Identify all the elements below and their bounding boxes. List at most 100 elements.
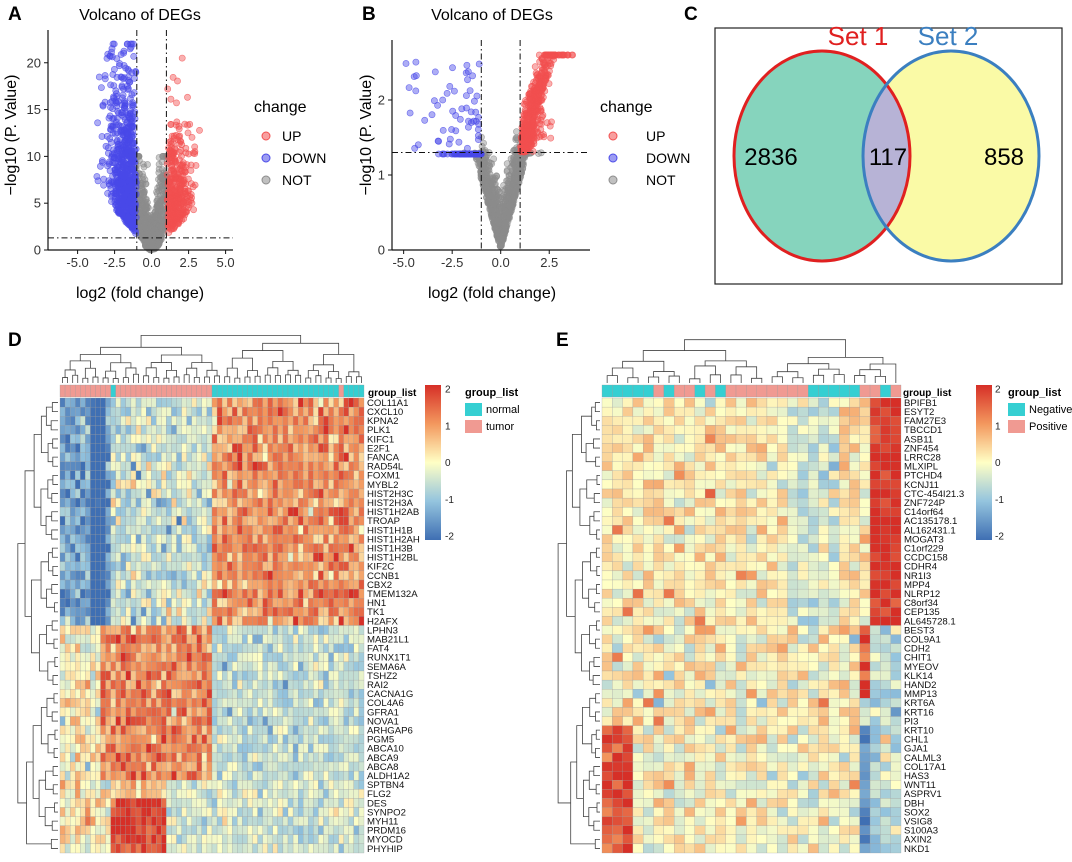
heatmap-cell bbox=[242, 398, 247, 407]
heatmap-cell bbox=[197, 544, 202, 553]
heatmap-cell bbox=[151, 444, 156, 453]
heatmap-cell bbox=[344, 471, 349, 480]
heatmap-cell bbox=[329, 516, 334, 525]
volcano-b-points bbox=[403, 52, 576, 250]
heatmap-cell bbox=[161, 553, 166, 562]
heatmap-cell bbox=[232, 398, 237, 407]
heatmap-cell bbox=[192, 507, 197, 516]
volcano-point-down bbox=[127, 194, 133, 200]
heatmap-cell bbox=[131, 462, 136, 471]
heatmap-cell bbox=[106, 425, 111, 434]
volcano-point-not bbox=[140, 202, 146, 208]
heatmap-cell bbox=[197, 444, 202, 453]
volcano-point-down bbox=[108, 127, 114, 133]
heatmap-cell bbox=[222, 434, 227, 443]
heatmap-cell bbox=[202, 471, 207, 480]
heatmap-cell bbox=[156, 471, 161, 480]
heatmap-cell bbox=[161, 471, 166, 480]
heatmap-cell bbox=[136, 525, 141, 534]
group-bar-cell bbox=[101, 385, 106, 397]
heatmap-cell bbox=[303, 562, 308, 571]
heatmap-cell bbox=[65, 544, 70, 553]
heatmap-cell bbox=[344, 416, 349, 425]
heatmap-cell bbox=[207, 434, 212, 443]
dendrogram-branch bbox=[232, 358, 252, 370]
heatmap-cell bbox=[192, 407, 197, 416]
heatmap-cell bbox=[182, 434, 187, 443]
heatmap-cell bbox=[247, 425, 252, 434]
heatmap-cell bbox=[359, 498, 364, 507]
heatmap-cell bbox=[288, 525, 293, 534]
volcano-point-down bbox=[101, 182, 107, 188]
heatmap-cell bbox=[222, 462, 227, 471]
heatmap-cell bbox=[141, 562, 146, 571]
heatmap-cell bbox=[268, 480, 273, 489]
heatmap-cell bbox=[177, 434, 182, 443]
heatmap-cell bbox=[146, 507, 151, 516]
heatmap-cell bbox=[126, 562, 131, 571]
heatmap-cell bbox=[227, 544, 232, 553]
heatmap-cell bbox=[278, 535, 283, 544]
dendrogram-branch bbox=[41, 562, 48, 598]
heatmap-cell bbox=[303, 434, 308, 443]
heatmap-cell bbox=[359, 553, 364, 562]
heatmap-cell bbox=[171, 462, 176, 471]
heatmap-cell bbox=[90, 489, 95, 498]
heatmap-cell bbox=[106, 553, 111, 562]
heatmap-cell bbox=[308, 398, 313, 407]
heatmap-cell bbox=[237, 416, 242, 425]
volcano-point-down bbox=[101, 176, 107, 182]
heatmap-cell bbox=[253, 398, 258, 407]
group-bar-cell bbox=[197, 385, 202, 397]
heatmap-cell bbox=[161, 571, 166, 580]
heatmap-cell bbox=[242, 471, 247, 480]
heatmap-cell bbox=[298, 535, 303, 544]
volcano-point-down bbox=[436, 151, 442, 157]
heatmap-cell bbox=[222, 562, 227, 571]
volcano-point-up bbox=[184, 94, 190, 100]
heatmap-cell bbox=[121, 453, 126, 462]
dendrogram-branch bbox=[204, 377, 209, 383]
heatmap-cell bbox=[101, 516, 106, 525]
heatmap-cell bbox=[227, 462, 232, 471]
volcano-a-points bbox=[94, 41, 203, 253]
heatmap-cell bbox=[116, 516, 121, 525]
heatmap-cell bbox=[141, 453, 146, 462]
heatmap-cell bbox=[242, 480, 247, 489]
volcano-point-down bbox=[435, 102, 441, 108]
volcano-point-down bbox=[413, 88, 419, 94]
heatmap-cell bbox=[177, 516, 182, 525]
heatmap-cell bbox=[166, 571, 171, 580]
heatmap-cell bbox=[329, 562, 334, 571]
heatmap-cell bbox=[187, 544, 192, 553]
heatmap-cell bbox=[80, 434, 85, 443]
heatmap-cell bbox=[232, 516, 237, 525]
heatmap-cell bbox=[166, 544, 171, 553]
volcano-point-up bbox=[529, 104, 535, 110]
heatmap-cell bbox=[187, 407, 192, 416]
heatmap-cell bbox=[329, 434, 334, 443]
heatmap-cell bbox=[212, 407, 217, 416]
dendrogram-branch bbox=[73, 375, 78, 383]
dendrogram-branch bbox=[33, 726, 41, 799]
volcano-point-down bbox=[107, 136, 113, 142]
heatmap-cell bbox=[197, 571, 202, 580]
heatmap-cell bbox=[323, 434, 328, 443]
heatmap-cell bbox=[60, 562, 65, 571]
heatmap-cell bbox=[177, 498, 182, 507]
heatmap-cell bbox=[65, 516, 70, 525]
heatmap-cell bbox=[65, 425, 70, 434]
group-bar-cell bbox=[146, 385, 151, 397]
heatmap-cell bbox=[217, 462, 222, 471]
heatmap-cell bbox=[212, 535, 217, 544]
heatmap-cell bbox=[111, 516, 116, 525]
group-bar-cell bbox=[121, 385, 126, 397]
heatmap-cell bbox=[106, 462, 111, 471]
heatmap-cell bbox=[278, 525, 283, 534]
heatmap-cell bbox=[146, 553, 151, 562]
heatmap-cell bbox=[237, 444, 242, 453]
volcano-b-legend: change UP DOWN NOT bbox=[600, 99, 690, 188]
heatmap-cell bbox=[258, 544, 263, 553]
heatmap-cell bbox=[126, 489, 131, 498]
